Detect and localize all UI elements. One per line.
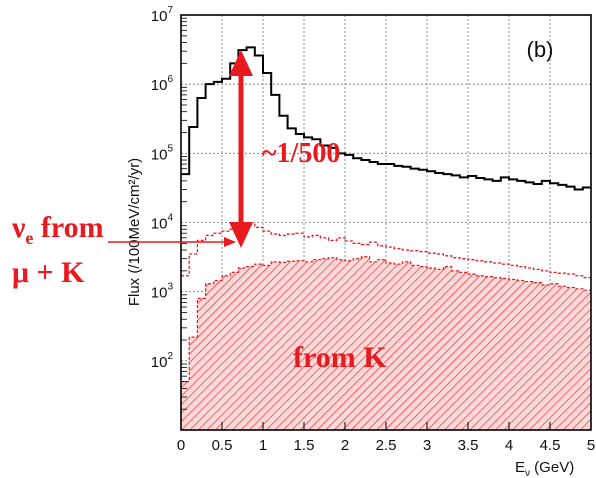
mu-plus-k-label: μ + K [12, 256, 85, 289]
y-tick-label: 104 [151, 213, 174, 233]
numu-flux-series-line [181, 46, 591, 191]
nue-from-label: νe from [11, 211, 104, 248]
x-tick-label: 0.5 [212, 437, 233, 454]
x-tick-label: 1 [259, 437, 267, 454]
ratio-double-arrow [229, 50, 253, 248]
plot-area [181, 46, 591, 430]
nue-pointer-arrow [108, 237, 236, 247]
x-tick-label: 5 [587, 437, 595, 454]
y-tick-label: 105 [151, 143, 174, 163]
ratio-label: ~1/500 [262, 138, 340, 169]
x-tick-label: 2.5 [376, 437, 397, 454]
y-tick-label: 107 [151, 5, 174, 25]
y-axis-label: Flux (/100MeV/cm²/yr) [126, 158, 143, 306]
y-tick-label: 106 [151, 74, 174, 94]
from-k-label: from K [293, 341, 387, 374]
tick-labels: 0 0.5 1 1.5 2 2.5 3 3.5 4 4.5 5 102 103 104 105 106 107 [151, 5, 595, 454]
x-axis-label: Eν (GeV) [515, 459, 574, 478]
x-tick-label: 0 [177, 437, 185, 454]
x-tick-label: 3 [423, 437, 431, 454]
x-tick-label: 3.5 [458, 437, 479, 454]
from-k-area-hatch [181, 256, 591, 430]
x-tick-label: 2 [341, 437, 349, 454]
y-tick-label: 102 [151, 351, 174, 371]
from-k-series-line [181, 256, 591, 383]
x-tick-label: 1.5 [294, 437, 315, 454]
x-tick-label: 4 [505, 437, 513, 454]
y-tick-label: 103 [151, 282, 174, 302]
x-tick-label: 4.5 [540, 437, 561, 454]
panel-label: (b) [527, 37, 554, 62]
